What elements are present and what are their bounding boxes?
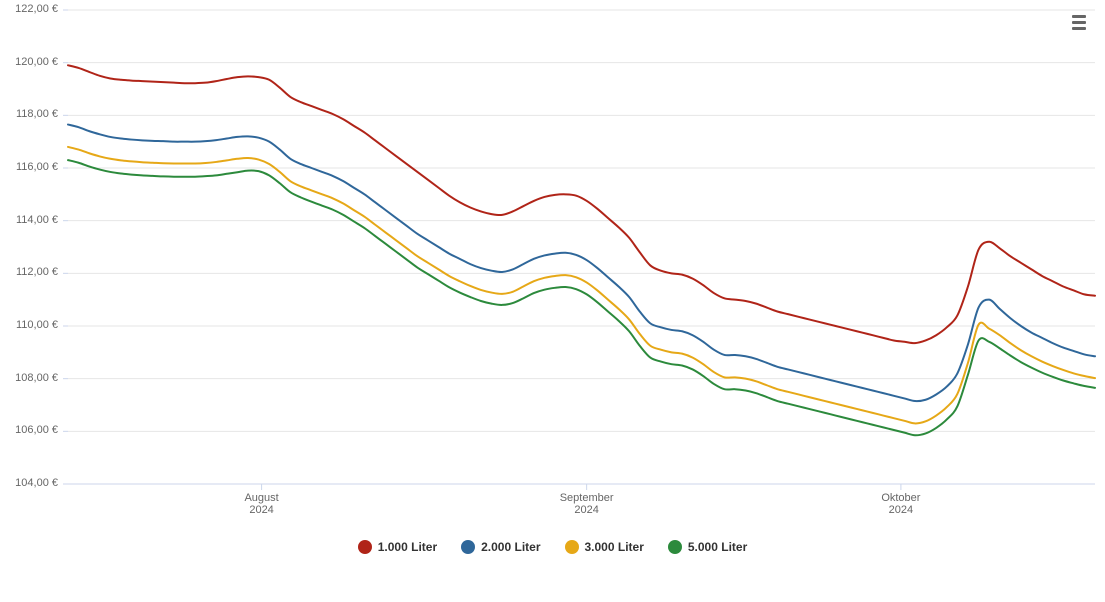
y-tick-label: 120,00 € [0,56,58,68]
legend-swatch [358,540,372,554]
x-tick-label: September2024 [560,492,614,516]
series-line [68,147,1095,424]
y-tick-label: 104,00 € [0,477,58,489]
y-tick-label: 108,00 € [0,372,58,384]
legend-label: 3.000 Liter [585,540,644,554]
y-tick-label: 106,00 € [0,424,58,436]
legend-label: 2.000 Liter [481,540,540,554]
x-tick-label: August2024 [244,492,278,516]
legend-swatch [461,540,475,554]
y-tick-label: 114,00 € [0,214,58,226]
legend-item[interactable]: 5.000 Liter [668,540,747,554]
y-tick-label: 110,00 € [0,319,58,331]
y-tick-label: 116,00 € [0,161,58,173]
series-line [68,160,1095,435]
x-tick-label: Oktober2024 [881,492,920,516]
legend-item[interactable]: 1.000 Liter [358,540,437,554]
series-line [68,125,1095,402]
legend: 1.000 Liter 2.000 Liter 3.000 Liter 5.000 L… [0,540,1105,557]
price-chart: 104,00 € 106,00 € 108,00 € 110,00 € 112,00 €… [0,0,1105,602]
plot-area [0,0,1105,602]
chart-menu-button[interactable] [1067,12,1091,34]
legend-label: 5.000 Liter [688,540,747,554]
series-line [68,65,1095,343]
legend-label: 1.000 Liter [378,540,437,554]
legend-item[interactable]: 3.000 Liter [565,540,644,554]
y-tick-label: 118,00 € [0,108,58,120]
y-tick-label: 112,00 € [0,266,58,278]
legend-swatch [668,540,682,554]
y-tick-label: 122,00 € [0,3,58,15]
legend-item[interactable]: 2.000 Liter [461,540,540,554]
legend-swatch [565,540,579,554]
